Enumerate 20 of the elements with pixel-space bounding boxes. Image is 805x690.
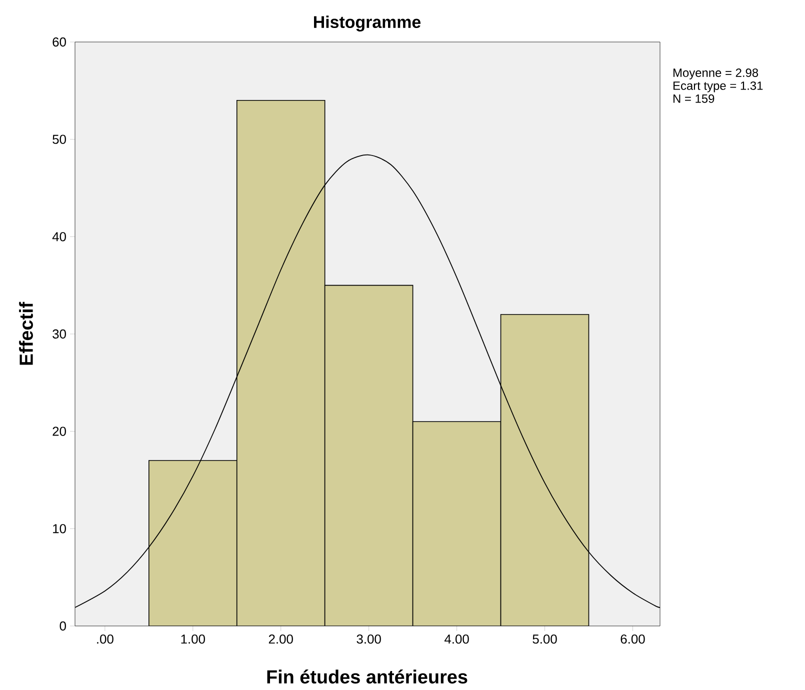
text: N = 159 (674, 94, 714, 103)
text: Moyenne = 2.98 (674, 68, 758, 80)
text: Ecart type = 1.31 (674, 81, 763, 92)
y-tick-label: 10 (53, 524, 66, 534)
x-axis-title: Fin études antérieures (267, 670, 468, 684)
y-tick-label: 20 (52, 426, 66, 436)
y-tick-label: 0 (60, 621, 66, 631)
x-tick-label: 4.00 (444, 634, 469, 644)
y-tick-label: 60 (52, 37, 66, 47)
x-tick-label: 6.00 (620, 634, 645, 644)
y-tick-label: 50 (52, 134, 66, 144)
y-tick-label: 40 (52, 232, 66, 242)
x-tick-label: 1.00 (181, 634, 205, 644)
y-axis-title: Effectif (19, 302, 33, 365)
x-tick-label: 5.00 (532, 634, 557, 644)
x-tick-label: 3.00 (356, 634, 381, 644)
chart-title: Histogramme (314, 16, 421, 32)
x-tick-label: .00 (97, 634, 114, 644)
y-tick-label: 30 (52, 329, 66, 339)
x-tick-label: 2.00 (268, 634, 293, 644)
